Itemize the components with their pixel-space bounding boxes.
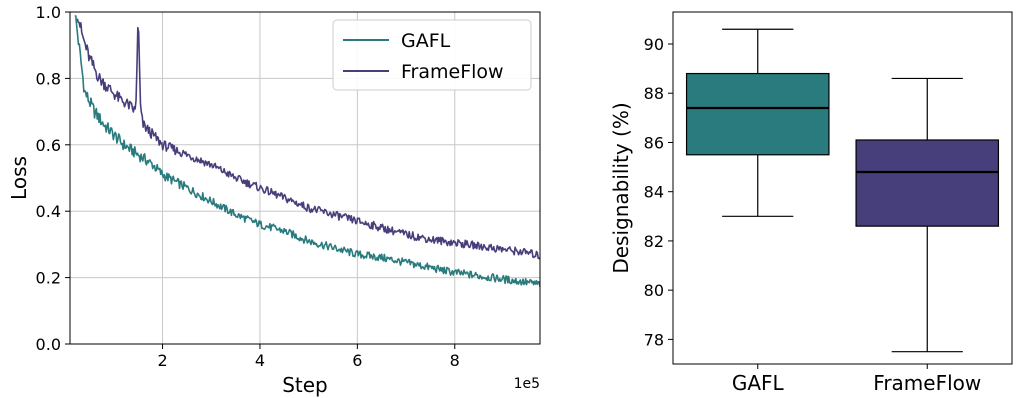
legend-label-frameflow: FrameFlow — [401, 61, 504, 83]
loss-x-axis-label: Step — [282, 373, 328, 397]
box-y-tick-label: 78 — [644, 330, 664, 349]
loss-y-tick-label: 0.6 — [36, 136, 61, 155]
loss-x-ticks: 2 4 6 8 — [157, 344, 460, 370]
box-plot-boxes — [685, 28, 1000, 353]
loss-legend-box — [332, 19, 532, 91]
box-plot-y-axis-label: Designability (%) — [609, 102, 633, 273]
box-y-tick-label: 84 — [644, 183, 664, 202]
box-y-tick-label: 86 — [644, 133, 664, 152]
loss-plot-frame — [69, 11, 541, 345]
loss-y-tick-label: 0.0 — [36, 335, 61, 354]
loss-x-tick-label: 6 — [352, 351, 362, 370]
box-gafl — [685, 72, 830, 156]
loss-y-tick-label: 0.2 — [36, 269, 61, 288]
loss-y-axis-label: Loss — [7, 156, 31, 200]
box-category-label-frameflow: FrameFlow — [873, 371, 981, 395]
loss-x-tick-label: 8 — [450, 351, 460, 370]
loss-series — [74, 15, 540, 287]
loss-y-ticks: 0.0 0.2 0.4 0.6 0.8 1.0 — [36, 3, 70, 354]
loss-y-tick-label: 0.4 — [36, 202, 61, 221]
loss-series-line-frameflow — [76, 18, 540, 260]
box-frameflow — [855, 139, 1000, 227]
box-plot-frame — [672, 11, 1013, 365]
box-y-tick-label: 90 — [644, 35, 664, 54]
loss-y-tick-label: 1.0 — [36, 3, 61, 22]
box-y-tick-label: 80 — [644, 281, 664, 300]
designability-box-plot: 78 80 82 84 86 88 90 GAFL FrameFlow Designabili… — [609, 11, 1013, 395]
loss-line-chart: 2 4 6 8 0.0 0.2 0.4 0.6 0.8 1.0 Step Loss 1e5 GA… — [7, 3, 541, 397]
box-category-label-gafl: GAFL — [732, 371, 785, 395]
loss-x-offset-label: 1e5 — [514, 376, 540, 392]
box-plot-y-ticks: 78 80 82 84 86 88 90 — [644, 35, 673, 349]
loss-y-tick-label: 0.8 — [36, 69, 61, 88]
loss-legend: GAFL FrameFlow — [332, 19, 532, 91]
loss-x-tick-label: 4 — [255, 351, 265, 370]
loss-series-line-gafl — [74, 15, 540, 287]
legend-label-gafl: GAFL — [401, 30, 451, 52]
box-y-tick-label: 88 — [644, 84, 664, 103]
loss-x-tick-label: 2 — [157, 351, 167, 370]
box-y-tick-label: 82 — [644, 232, 664, 251]
box-plot-category-labels: GAFL FrameFlow — [732, 364, 981, 395]
